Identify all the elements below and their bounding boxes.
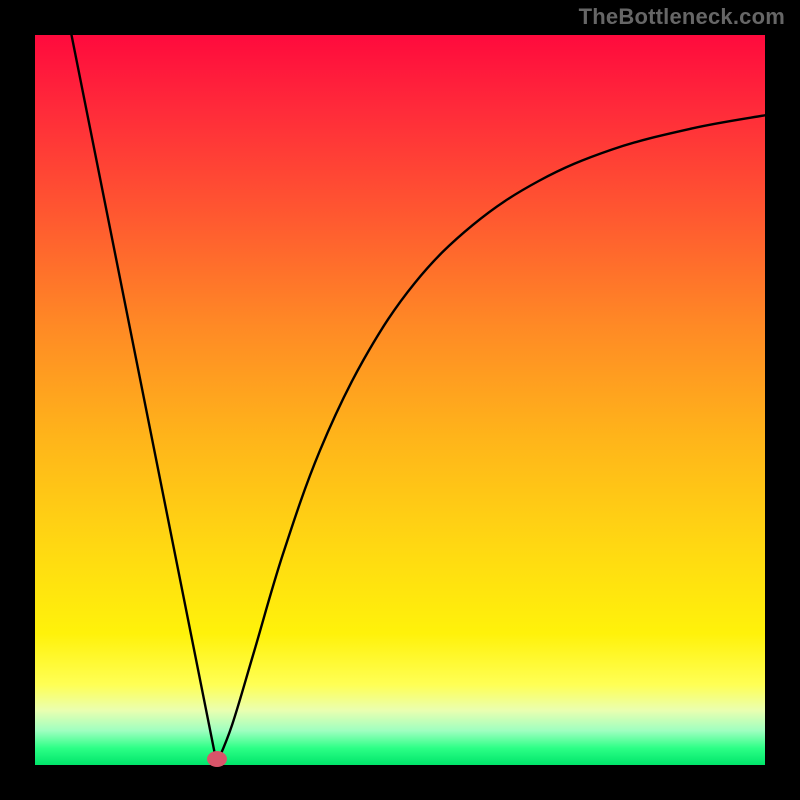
watermark-label: TheBottleneck.com xyxy=(579,4,785,30)
optimal-point-marker xyxy=(207,751,227,767)
plot-area xyxy=(35,35,765,765)
bottleneck-curve xyxy=(35,35,765,765)
